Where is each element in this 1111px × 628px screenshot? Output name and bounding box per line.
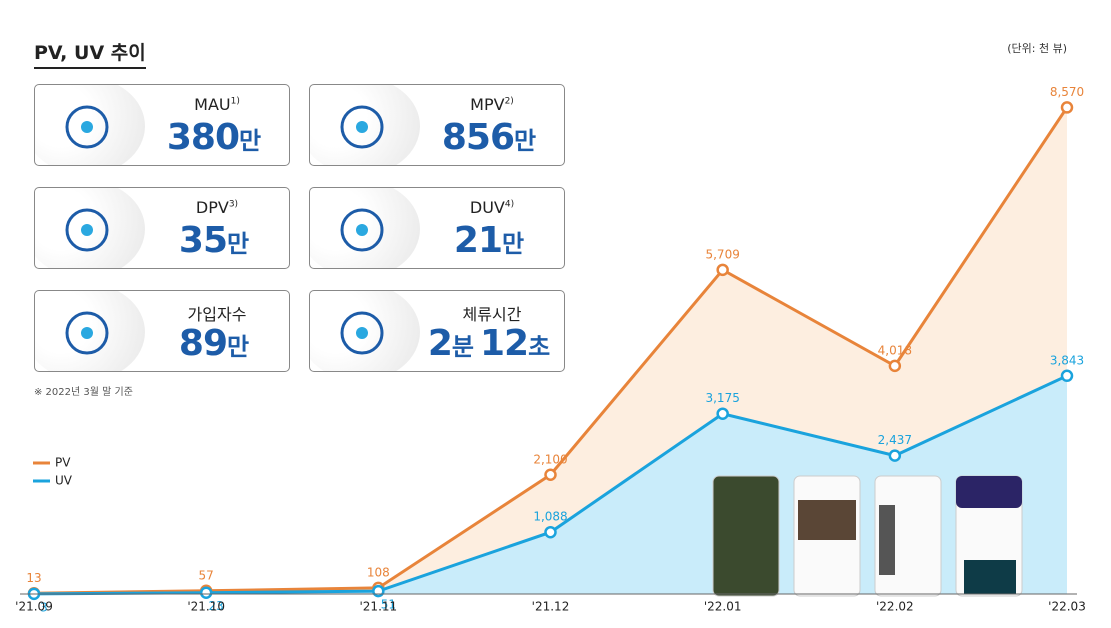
data-label: 5,709 [705,247,739,261]
data-point [716,407,729,420]
data-point [372,584,385,598]
data-label: 3,843 [1050,353,1084,367]
data-label: 13 [26,571,41,585]
data-label: 4,018 [878,343,912,357]
x-tick-label: '22.01 [704,600,742,614]
card-value: 380만 [145,117,289,158]
legend-label: PV [55,456,71,470]
label-text: 체류시간 [462,305,522,324]
x-tick-label: '21.09 [15,600,53,614]
value-unit: 만 [239,127,262,155]
card-icon [310,188,420,268]
value-number: 856 [441,117,515,158]
value-unit: 초 [528,333,551,361]
stat-card: DUV4) 21만 [309,187,565,269]
label-text: DPV [195,198,229,217]
value-number: 12 [479,323,529,364]
data-label: 2,100 [533,452,567,466]
label-text: MPV [470,95,505,114]
label-text: 가입자수 [187,305,247,324]
value-unit: 만 [227,230,250,258]
icon [340,208,384,252]
legend-label: UV [55,474,73,488]
value-unit: 만 [227,333,250,361]
label-note: 4) [504,199,515,210]
footnote: ※ 2022년 3월 말 기준 [34,387,133,398]
card-icon [35,188,145,268]
card-icon [35,291,145,371]
x-tick-label: '21.11 [360,600,398,614]
card-label: 체류시간 [420,301,564,325]
x-tick-label: '22.02 [876,600,914,614]
data-label: 51 [381,598,396,612]
title: PV, UV 추이 [34,38,146,69]
stat-card: MPV2) 856만 [309,84,565,166]
icon [65,311,109,355]
stat-card: MAU1) 380만 [34,84,290,166]
data-point [888,449,902,462]
data-point [716,263,729,277]
card-label: DPV3) [145,198,289,217]
data-point [199,586,213,599]
value-number: 21 [453,220,503,261]
data-label: 2,437 [878,433,912,447]
x-tick-label: '22.03 [1048,600,1086,614]
data-label: 3,175 [705,391,739,405]
stat-card: 가입자수 89만 [34,290,290,372]
card-value: 856만 [420,117,564,158]
value-number: 380 [166,117,240,158]
card-icon [35,85,145,165]
card-label: MAU1) [145,95,289,114]
data-point [544,525,557,539]
label-note: 1) [230,96,240,107]
stat-card: 체류시간 2분 12초 [309,290,565,372]
card-label: MPV2) [420,95,564,114]
label-text: MAU [194,95,231,114]
card-label: 가입자수 [145,301,289,325]
label-note: 2) [504,96,514,107]
card-value: 89만 [145,323,289,364]
data-label: 3 [40,600,48,614]
unit-note: (단위: 천 뷰) [1007,42,1067,55]
value-unit: 만 [514,127,537,155]
stat-card: DPV3) 35만 [34,187,290,269]
icon [340,105,384,149]
data-point [1060,369,1074,383]
label-text: DUV [469,198,505,217]
data-point [1060,101,1074,114]
label-note: 3) [228,199,239,210]
value-number: 2 [427,323,453,364]
card-label: DUV4) [420,198,564,217]
card-value: 2분 12초 [420,323,564,364]
value-number: 89 [178,323,228,364]
x-tick-label: '21.10 [187,600,225,614]
data-label: 108 [367,565,390,579]
phone-screens [712,475,1023,597]
data-point [888,359,902,373]
x-tick-label: '21.12 [532,600,570,614]
value-unit: 만 [502,230,525,258]
value-number: 35 [178,220,228,261]
data-label: 1,088 [533,510,567,524]
card-value: 21만 [420,220,564,261]
data-label: 23 [209,599,224,613]
icon [340,311,384,355]
value-unit: 분 [451,333,474,361]
card-value: 35만 [145,220,289,261]
data-label: 8,570 [1050,85,1084,99]
card-icon [310,291,420,371]
icon [65,208,109,252]
icon [65,105,109,149]
data-point [544,468,557,482]
data-label: 57 [199,568,214,582]
card-icon [310,85,420,165]
